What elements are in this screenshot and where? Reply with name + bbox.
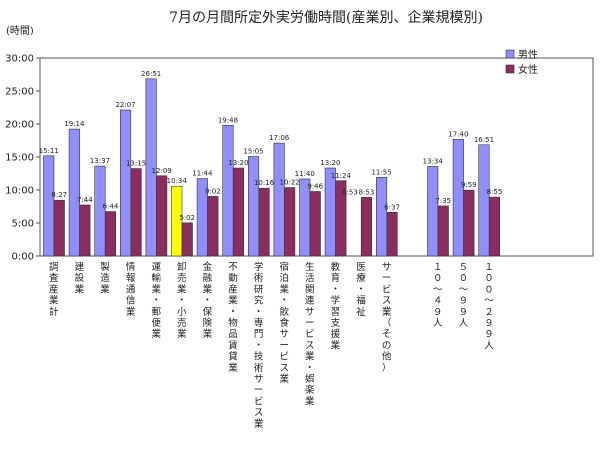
data-label-male: 13:34 [423,157,444,165]
bar-female [79,204,91,257]
y-tick-label: 5:00 [12,219,34,230]
category-label: 宿泊業・飲食サービス業 [279,261,289,385]
data-label-female: 7:44 [77,196,93,204]
data-label-female: 8:55 [487,188,503,196]
bar-female [335,180,347,257]
data-label-female: 7:35 [435,197,451,205]
category-label: ５０～９９人 [459,262,469,329]
bar-male [222,125,234,257]
data-label-male: 19:48 [218,116,238,124]
bar-female [309,191,321,257]
legend-swatch [505,49,515,59]
bar-male [94,165,106,257]
data-label-female: 13:15 [126,160,146,168]
data-label-female: 6:44 [103,203,119,211]
bar-female [104,211,116,257]
bar-female [284,187,296,257]
category-label: 建設業 [75,261,85,295]
data-label-male: 11:44 [192,170,213,178]
category-label: 生活関連サービス業・娯楽業 [305,261,315,407]
data-label-male: 22:07 [115,101,135,109]
category-label: 学術研究・専門・技術サービス業 [254,261,264,430]
bar-female [360,197,373,257]
category-label: 医療・福祉 [356,262,366,318]
data-label-male: 15:11 [39,147,59,155]
bar-male [120,109,132,257]
category-label: 製造業 [100,261,110,295]
category-label: 運輸業・郵便業 [151,262,161,340]
bar-male [299,178,311,257]
bar-male [248,156,260,257]
bar-female [232,167,244,257]
data-label-male: 15:05 [243,147,263,155]
data-label-male: 16:51 [474,136,494,144]
bar-male [324,167,336,257]
category-label: 情報通信業 [126,261,136,318]
bar-female [437,205,449,257]
bar-female [130,168,142,257]
bar-male [145,78,157,257]
bar-female [258,187,270,257]
plot-area: 0:00 5:00 10:00 15:00 20:00 25:00 30:00 15:11 8:… [5,54,594,430]
category-label: サービス業（その他） [382,262,392,374]
bar-male [452,139,464,257]
bar-female [156,175,168,257]
chart-title: 7月の月間所定外実労働時間(産業別、企業規模別) [169,9,483,26]
y-axis-unit: (時間) [6,25,34,37]
data-label-female: 8:27 [51,191,67,199]
data-label-male: 17:06 [269,134,290,142]
bar-male [375,177,388,257]
bar-male [427,166,439,257]
data-label-female: 8:53 [359,188,375,196]
bar-male [273,142,285,257]
y-tick-label: 25:00 [5,87,34,98]
data-label-female: 11:24 [331,172,352,180]
data-label-female: 10:16 [254,179,275,187]
bar-female [207,196,219,257]
legend-swatch [505,64,515,74]
bar-male [68,128,80,257]
data-label-male: 13:37 [90,157,110,165]
data-label-female: 13:20 [228,159,248,167]
category-label: 教育・学習支援業 [331,261,341,351]
legend-label: 女性 [518,63,538,76]
data-label-female: 6:37 [384,203,400,211]
bar-male [478,144,490,257]
bar-female [463,189,475,257]
y-tick-label: 0:00 [12,252,34,263]
bar-male [43,155,55,257]
y-tick-label: 10:00 [5,186,34,197]
data-label-female: 9:02 [205,187,221,195]
data-label-male: 10:34 [167,177,188,185]
data-label-male: 11:40 [295,170,315,178]
y-tick-label: 30:00 [5,54,34,65]
category-label: 卸売業・小売業 [177,261,187,340]
category-label: 不動産業・物品賃貸業 [228,262,238,374]
data-label-male: 13:20 [320,159,340,167]
data-label-male: 11:55 [371,168,391,176]
category-label: １０～４９人 [433,262,443,329]
bar-male [171,185,183,257]
data-label-female: 10:22 [280,179,300,187]
bar-female [53,199,65,257]
y-tick-label: 20:00 [5,120,34,131]
data-label-extra: 8:53 [342,188,358,196]
category-label: 金融業・保険業 [203,261,213,340]
bar-female [386,212,398,257]
category-label: １００～２９９人 [484,262,494,351]
data-label-male: 19:14 [64,120,85,128]
data-label-female: 12:09 [152,167,172,175]
data-label-female: 9:46 [307,183,323,191]
data-label-female: 5:02 [179,214,195,222]
legend-label: 男性 [518,48,538,61]
category-label: 調査産業計 [49,261,59,318]
data-label-male: 17:40 [448,130,468,138]
data-label-female: 9:59 [461,181,477,189]
y-tick-label: 15:00 [5,153,34,164]
bar-female [181,222,193,257]
data-label-male: 26:51 [141,70,161,78]
bar-female [488,196,501,257]
